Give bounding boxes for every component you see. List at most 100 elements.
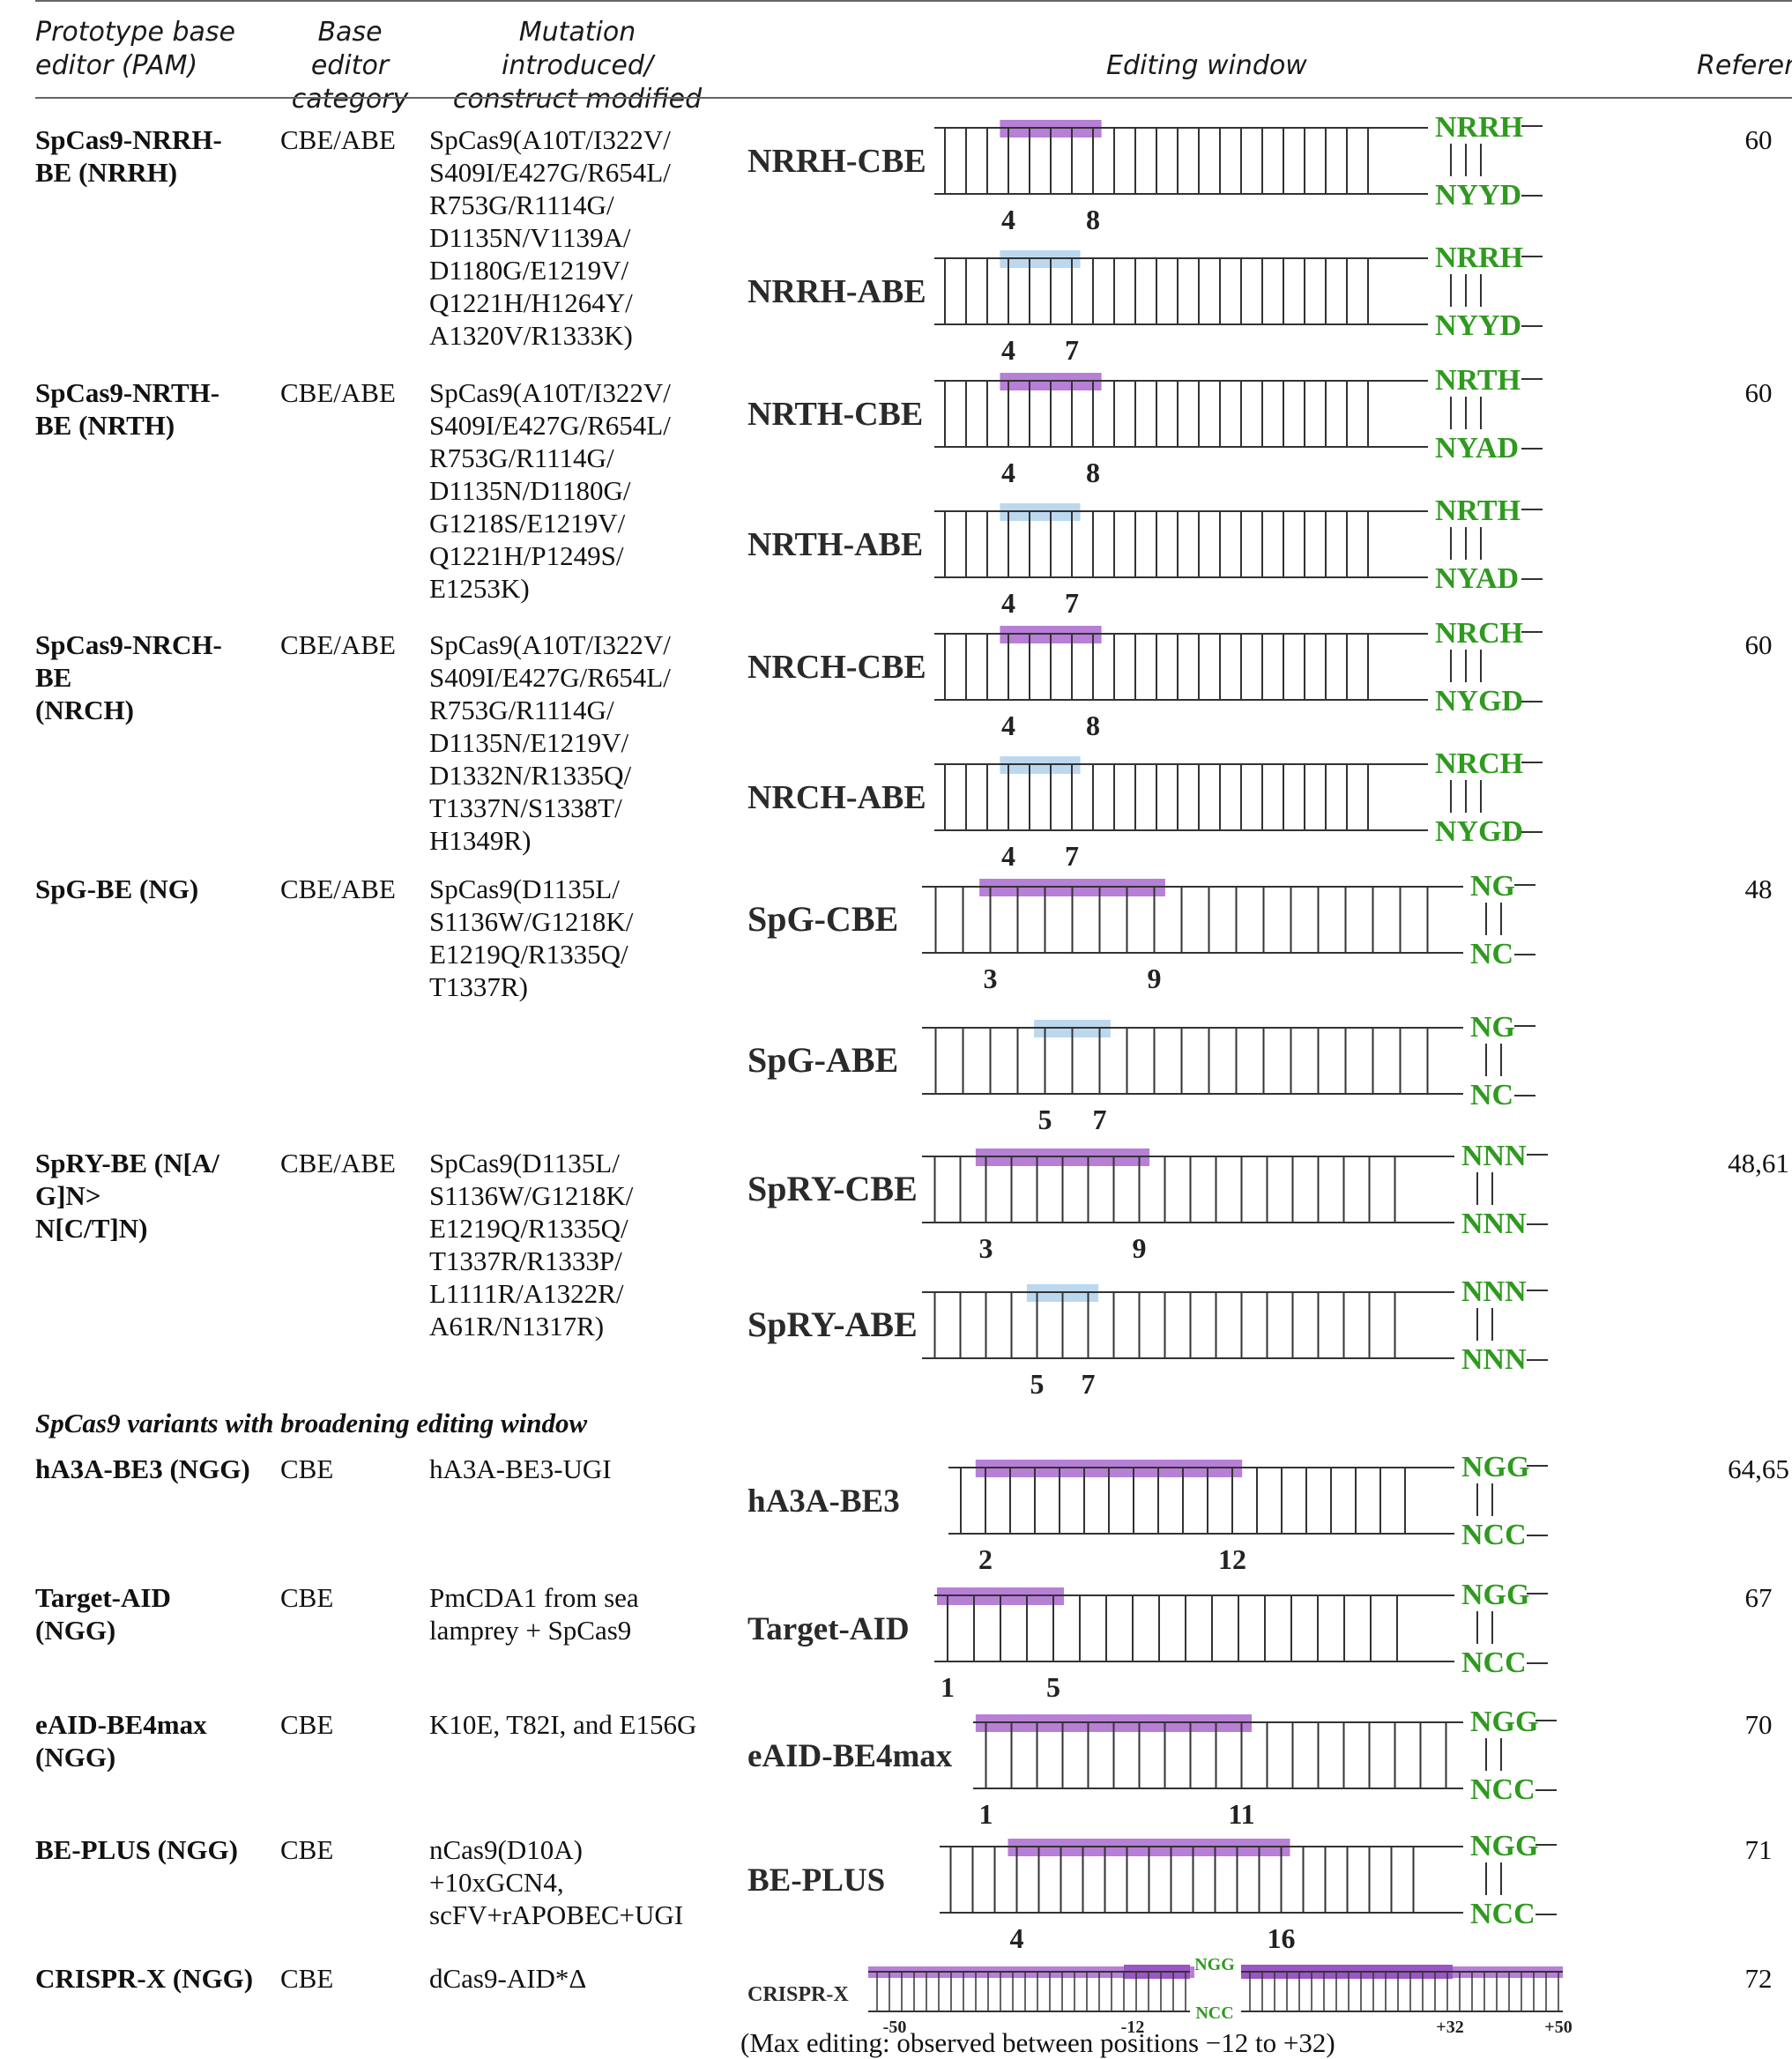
row-mutation-nrth: SpCas9(A10T/I322V/ S409I/E427G/R654L/ R7…: [429, 377, 671, 604]
diagram-spry-cbe: NNN NNN SpRY-CBE 3 9: [747, 1140, 1548, 1264]
pam-top: NRTH: [1435, 364, 1521, 397]
window-start-number: 4: [1010, 1922, 1024, 1954]
row-reference-target-aid: 67: [1744, 1582, 1773, 1613]
pam-bottom: NCC: [1195, 2003, 1233, 2023]
pam-bottom: NCC: [1461, 1646, 1527, 1679]
row-reference-nrth: 60: [1744, 377, 1773, 408]
pam-top: NGG: [1470, 1706, 1538, 1738]
row-mutation-spg: SpCas9(D1135L/ S1136W/G1218K/ E1219Q/R13…: [429, 873, 634, 1002]
pam-top: NGG: [1470, 1830, 1538, 1862]
header-window: Editing window: [1106, 50, 1307, 81]
pam-top: NRTH: [1435, 494, 1521, 527]
window-start-number: 1: [979, 1798, 993, 1830]
diagram-label: BE-PLUS: [747, 1862, 885, 1899]
diagram-label: Target-AID: [747, 1611, 910, 1647]
diagram-label: NRCH-CBE: [747, 649, 926, 686]
pam-bottom: NYGD: [1435, 685, 1523, 717]
window-end-number: 8: [1086, 204, 1100, 235]
row-prototype-eaid: eAID-BE4max (NGG): [35, 1709, 207, 1773]
row-prototype-crispr-x: CRISPR-X (NGG): [35, 1963, 254, 1994]
pam-top: NRRH: [1435, 242, 1523, 274]
row-prototype-spry: SpRY-BE (N[A/ G]N> N[C/T]N): [35, 1148, 219, 1244]
diagram-nrch-abe: NRCH NYGD NRCH-ABE 4 7: [747, 747, 1543, 872]
window-start-number: 2: [978, 1543, 993, 1575]
window-end-number: 8: [1086, 457, 1100, 488]
diagram-nrth-cbe: NRTH NYAD NRTH-CBE 4 8: [747, 364, 1543, 488]
pam-bottom: NYGD: [1435, 815, 1523, 848]
pam-bottom: NC: [1470, 1079, 1513, 1111]
pam-top: NRCH: [1435, 747, 1523, 780]
row-category-nrth: CBE/ABE: [280, 377, 396, 408]
diagram-label: NRTH-CBE: [747, 396, 923, 433]
pam-top: NRRH: [1435, 111, 1523, 144]
diagram-label: eAID-BE4max: [747, 1738, 953, 1774]
window-end-number: 8: [1086, 710, 1100, 741]
row-prototype-nrrh: SpCas9-NRRH- BE (NRRH): [35, 124, 222, 188]
row-category-spry: CBE/ABE: [280, 1148, 396, 1178]
row-mutation-nrrh: SpCas9(A10T/I322V/ S409I/E427G/R654L/ R7…: [429, 124, 671, 351]
row-mutation-eaid: K10E, T82I, and E156G: [429, 1709, 697, 1740]
row-mutation-crispr-x: dCas9-AID*Δ: [429, 1963, 587, 1994]
window-end-number: 5: [1046, 1671, 1060, 1703]
pam-bottom: NYAD: [1435, 562, 1519, 595]
row-prototype-nrth: SpCas9-NRTH- BE (NRTH): [35, 377, 220, 441]
section-title: SpCas9 variants with broadening editing …: [35, 1408, 588, 1438]
diagram-ha3a-be3: NGG NCC hA3A-BE3 2 12: [747, 1451, 1548, 1575]
diagram-nrrh-cbe: NRRH NYYD NRRH-CBE 4 8: [747, 111, 1543, 235]
pam-top: NNN: [1461, 1275, 1527, 1308]
header-prototype: Prototype base editor (PAM): [35, 17, 235, 81]
row-mutation-be-plus: nCas9(D10A) +10xGCN4, scFV+rAPOBEC+UGI: [429, 1834, 684, 1930]
pam-bottom: NCC: [1461, 1519, 1527, 1551]
diagram-label: CRISPR-X: [747, 1983, 849, 2006]
diagram-label: NRTH-ABE: [747, 526, 923, 563]
diagram-label: NRRH-CBE: [747, 143, 926, 180]
row-prototype-ha3a: hA3A-BE3 (NGG): [35, 1453, 250, 1484]
row-category-eaid: CBE: [280, 1709, 334, 1740]
window-end-number: 9: [1133, 1232, 1147, 1264]
row-prototype-nrch: SpCas9-NRCH- BE (NRCH): [35, 629, 222, 725]
header-reference: Referen: [1697, 50, 1792, 81]
diagram-nrrh-abe: NRRH NYYD NRRH-ABE 4 7: [747, 242, 1543, 366]
header-rule: [35, 97, 1792, 99]
diagram-label: SpRY-ABE: [747, 1305, 918, 1344]
window-end-number: 11: [1228, 1798, 1254, 1830]
row-category-target-aid: CBE: [280, 1582, 334, 1613]
window-end-number: 12: [1218, 1543, 1246, 1575]
row-reference-spg: 48: [1744, 873, 1773, 904]
diagram-spg-cbe: NG NC SpG-CBE 3 9: [747, 870, 1535, 994]
ruler-tick-label: +50: [1544, 2018, 1572, 2037]
ruler-tick-label: -12: [1121, 2018, 1145, 2037]
row-reference-eaid: 70: [1744, 1709, 1773, 1740]
pam-bottom: NYYD: [1435, 309, 1521, 342]
row-mutation-target-aid: PmCDA1 from sea lamprey + SpCas9: [429, 1582, 639, 1646]
window-end-number: 7: [1065, 840, 1079, 872]
header-category: Base editor category: [291, 17, 409, 115]
window-start-number: 5: [1030, 1368, 1045, 1400]
diagram-label: hA3A-BE3: [747, 1483, 900, 1520]
window-start-number: 4: [1001, 587, 1015, 619]
row-category-nrrh: CBE/ABE: [280, 124, 396, 155]
pam-bottom: NCC: [1470, 1773, 1535, 1806]
window-start-number: 1: [941, 1671, 955, 1703]
window-end-number: 7: [1093, 1104, 1107, 1135]
window-start-number: 3: [984, 963, 998, 994]
row-prototype-target-aid: Target-AID (NGG): [35, 1582, 171, 1646]
diagram-label: NRCH-ABE: [747, 779, 926, 816]
row-reference-nrrh: 60: [1744, 124, 1773, 155]
header-mutation: Mutation introduced/ construct modified: [452, 17, 703, 115]
diagram-target-aid: NGG NCC Target-AID 1 5: [747, 1579, 1548, 1703]
window-start-number: 4: [1001, 840, 1015, 872]
row-category-be-plus: CBE: [280, 1834, 334, 1865]
row-reference-be-plus: 71: [1744, 1834, 1773, 1865]
pam-bottom: NYAD: [1435, 432, 1519, 465]
window-start-number: 4: [1001, 457, 1015, 488]
row-reference-spry: 48,61: [1728, 1148, 1789, 1178]
pam-bottom: NC: [1470, 938, 1513, 970]
pam-top: NGG: [1461, 1451, 1529, 1483]
window-start-number: 4: [1001, 204, 1015, 235]
pam-top: NRCH: [1435, 617, 1523, 650]
row-category-crispr-x: CBE: [280, 1963, 334, 1994]
pam-top: NNN: [1461, 1140, 1527, 1172]
